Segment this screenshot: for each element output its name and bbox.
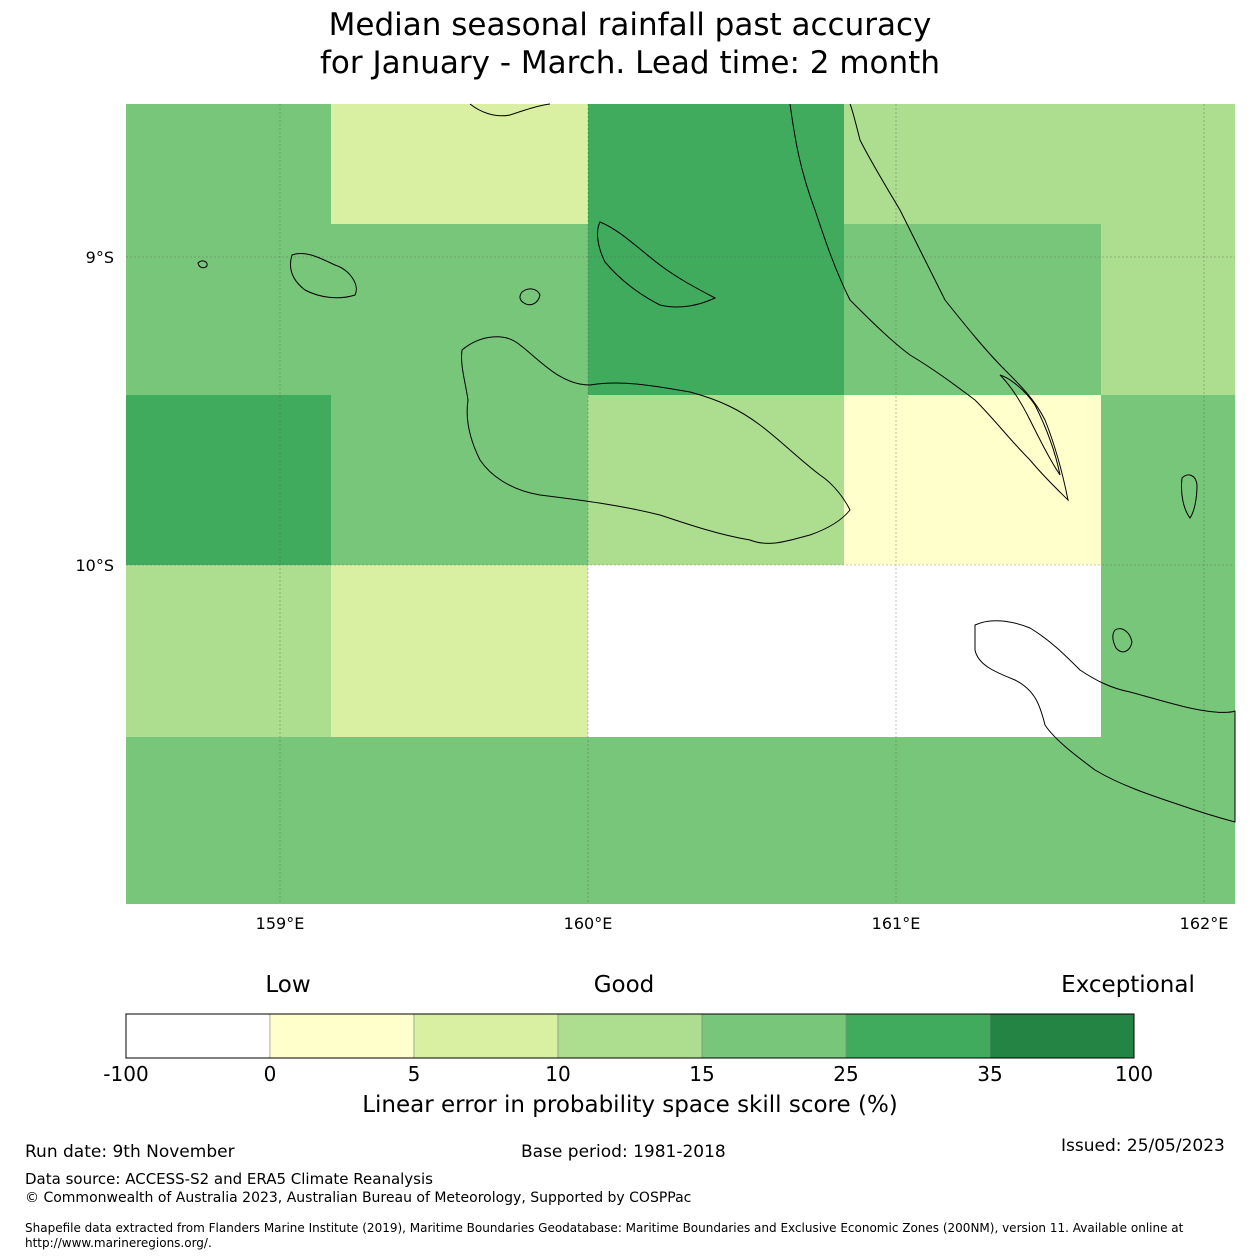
colorbar-swatch: [701, 1013, 847, 1059]
grid-cell: [126, 104, 331, 224]
copyright: © Commonwealth of Australia 2023, Austra…: [25, 1190, 692, 1206]
coastline-small-malaita: [999, 374, 1061, 476]
grid-cell: [126, 224, 331, 395]
lon-label-162e: 162°E: [1180, 914, 1229, 933]
colorbar-tick: 0: [263, 1062, 277, 1086]
coastline-guadalcanal: [461, 336, 851, 544]
grid-cell: [588, 395, 844, 565]
colorbar-tick: 5: [407, 1062, 421, 1086]
colorbar-tick: -100: [103, 1062, 149, 1086]
coastline-ulawa: [1181, 474, 1198, 519]
shapefile-credit-line1: Shapefile data extracted from Flanders M…: [25, 1221, 1184, 1235]
grid-cell: [331, 104, 588, 224]
lon-label-159e: 159°E: [256, 914, 305, 933]
colorbar-heading-good: Good: [593, 972, 655, 998]
grid-cell: [1101, 565, 1235, 737]
colorbar-swatch: [269, 1013, 415, 1059]
grid-cell: [844, 104, 1101, 224]
lon-label-161e: 161°E: [872, 914, 921, 933]
grid-cell: [126, 737, 331, 904]
grid-cell: [126, 395, 331, 565]
colorbar-heading-exceptional: Exceptional: [1061, 972, 1195, 998]
colorbar-tick: 100: [1114, 1062, 1154, 1086]
base-period: Base period: 1981-2018: [521, 1142, 726, 1162]
coastline-north-islet: [469, 103, 551, 117]
colorbar-swatch: [125, 1013, 271, 1059]
coastline-islet-west: [197, 260, 208, 269]
grid-cell: [1101, 224, 1235, 395]
colorbar-swatch: [557, 1013, 703, 1059]
colorbar: [125, 1013, 1135, 1059]
coastlines: [197, 103, 1236, 823]
coastline-ngella: [597, 221, 717, 308]
colorbar-swatch: [989, 1013, 1135, 1059]
colorbar-tick: 35: [977, 1062, 1003, 1086]
chart-title-line1: Median seasonal rainfall past accuracy: [328, 7, 932, 43]
grid-cell: [331, 395, 588, 565]
issued-date: Issued: 25/05/2023: [1061, 1136, 1225, 1156]
grid-cell: [331, 737, 588, 904]
grid-cell: [588, 737, 844, 904]
grid-cell: [588, 104, 844, 224]
skill-grid: [126, 104, 1235, 904]
grid-cell: [1101, 104, 1235, 224]
grid-cell: [1101, 395, 1235, 565]
coastline-makira: [974, 620, 1236, 823]
grid-cell: [588, 224, 844, 395]
grid-cell: [844, 737, 1101, 904]
colorbar-label: Linear error in probability space skill …: [362, 1092, 898, 1118]
graticule: [126, 104, 1235, 904]
colorbar-tick: 15: [689, 1062, 715, 1086]
lat-label-9s: 9°S: [86, 248, 114, 267]
grid-cell: [844, 224, 1101, 395]
grid-cell: [588, 565, 844, 737]
data-source: Data source: ACCESS-S2 and ERA5 Climate …: [25, 1170, 433, 1188]
lon-label-160e: 160°E: [564, 914, 613, 933]
colorbar-tick: 25: [833, 1062, 859, 1086]
run-date: Run date: 9th November: [25, 1142, 235, 1162]
colorbar-border: [125, 1013, 1135, 1059]
colorbar-heading-low: Low: [265, 972, 311, 998]
grid-cell: [331, 565, 588, 737]
chart-title-line2: for January - March. Lead time: 2 month: [320, 45, 940, 81]
colorbar-swatch: [845, 1013, 991, 1059]
grid-cell: [844, 565, 1101, 737]
colorbar-tick: 10: [545, 1062, 571, 1086]
shapefile-credit-line2: http://www.marineregions.org/.: [25, 1236, 212, 1250]
lat-label-10s: 10°S: [75, 556, 114, 575]
coastline-russell: [290, 252, 357, 299]
coastline-islet-east: [1112, 628, 1133, 653]
grid-cell: [844, 395, 1101, 565]
colorbar-swatch: [413, 1013, 559, 1059]
coastline-malaita: [789, 103, 1069, 502]
grid-cell: [126, 565, 331, 737]
grid-cell: [1101, 737, 1235, 904]
coastline-savo: [519, 288, 541, 306]
